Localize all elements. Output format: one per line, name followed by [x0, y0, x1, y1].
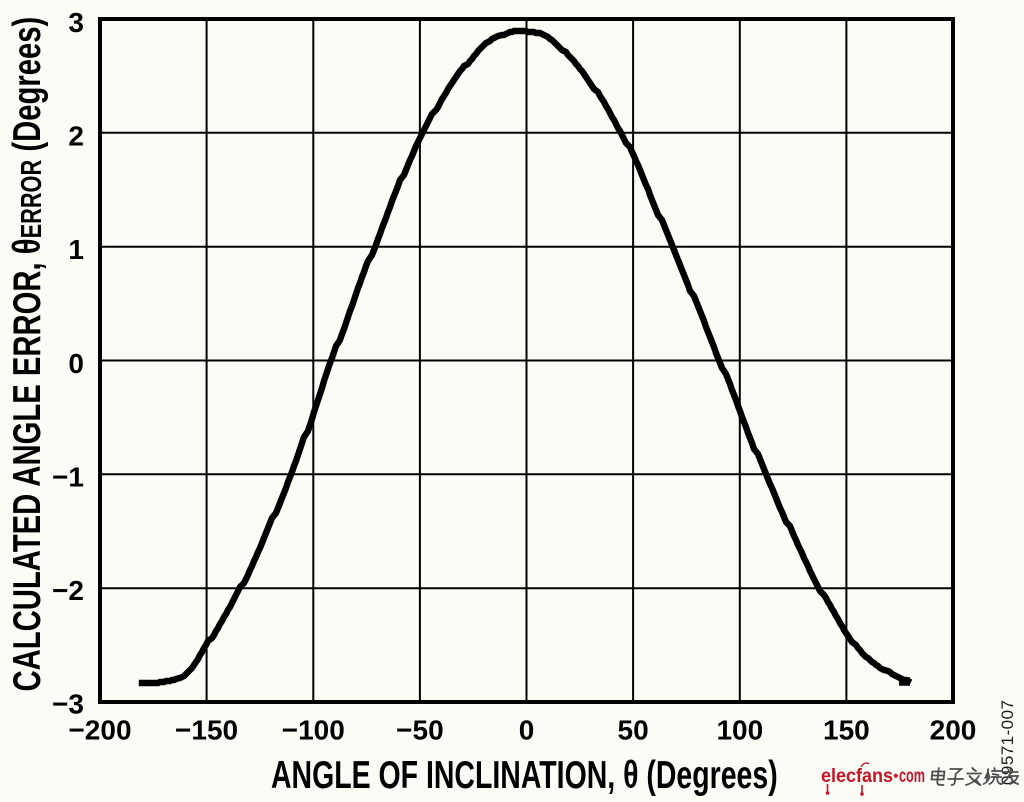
svg-text:0: 0	[68, 348, 84, 379]
svg-text:−200: −200	[68, 715, 131, 746]
svg-text:−2: −2	[52, 575, 84, 606]
svg-text:−1: −1	[52, 462, 84, 493]
svg-text:−150: −150	[175, 715, 238, 746]
svg-text:0: 0	[519, 715, 535, 746]
svg-text:elecfans: elecfans	[821, 765, 893, 787]
svg-text:200: 200	[930, 715, 977, 746]
svg-text:50: 50	[618, 715, 649, 746]
svg-text:−3: −3	[52, 689, 84, 720]
svg-text:100: 100	[716, 715, 763, 746]
svg-text:09571-007: 09571-007	[998, 700, 1017, 785]
svg-text:2: 2	[68, 121, 84, 152]
svg-text:−100: −100	[282, 715, 345, 746]
svg-text:1: 1	[68, 234, 84, 265]
svg-text:CALCULATED ANGLE ERROR, θERROR: CALCULATED ANGLE ERROR, θERROR (Degrees)	[6, 17, 49, 692]
svg-text:com: com	[899, 765, 925, 787]
svg-text:ANGLE OF INCLINATION, θ (Degre: ANGLE OF INCLINATION, θ (Degrees)	[271, 754, 778, 797]
svg-text:−50: −50	[396, 715, 444, 746]
svg-text:150: 150	[823, 715, 870, 746]
svg-text:3: 3	[68, 7, 84, 38]
